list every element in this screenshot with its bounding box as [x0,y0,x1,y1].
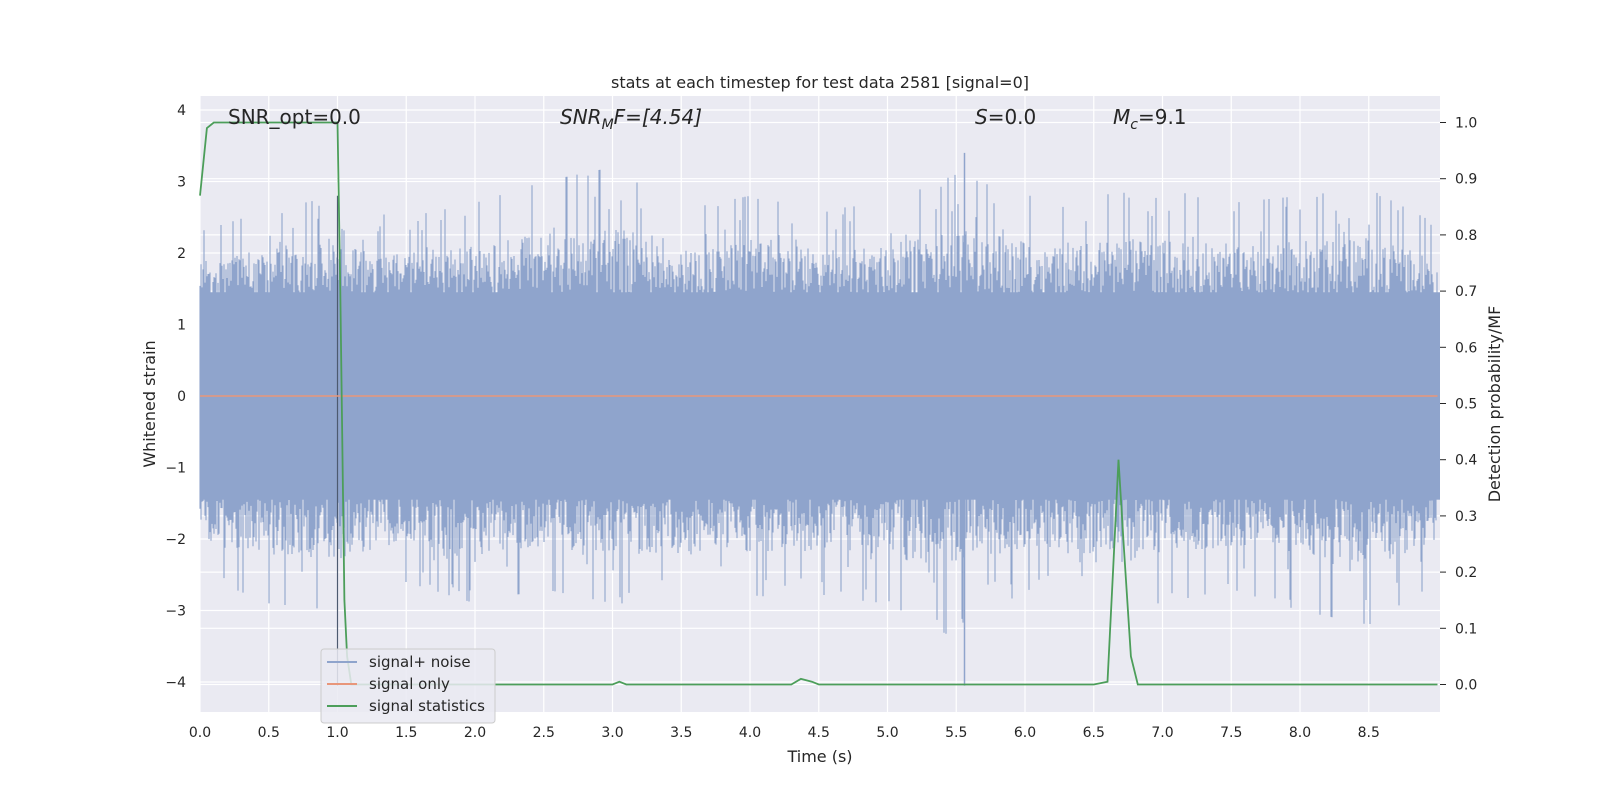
y-tick-label: −2 [165,532,186,548]
y2-tick-label: 0.1 [1455,621,1477,637]
x-tick-label: 1.0 [326,725,348,741]
y2-tick-label: 0.3 [1455,509,1477,525]
x-tick-label: 5.0 [876,725,898,741]
x-tick-label: 4.0 [739,725,761,741]
legend-box [320,648,496,724]
y2-tick-label: 0.6 [1455,340,1477,356]
y2-tick-label: 0.0 [1455,678,1477,694]
y2-tick-labels: 1.0 0.9 0.8 0.7 0.6 0.5 0.4 0.3 0.2 0.1 0.0 [1440,116,1477,694]
x-tick-label: 8.0 [1289,725,1311,741]
x-axis-label: Time (s) [786,747,852,766]
y2-tick-label: 0.2 [1455,565,1477,581]
x-tick-label: 2.5 [533,725,555,741]
y-tick-label: 3 [177,175,186,191]
y-tick-label: −4 [165,675,186,691]
annotation-snr-opt: SNR_opt=0.0 [228,105,361,129]
x-tick-label: 0.0 [189,725,211,741]
x-tick-label: 6.5 [1083,725,1105,741]
signal-statistics-line [199,121,1438,686]
x-tick-label: 7.5 [1220,725,1242,741]
annotation-snr-mf: SNRMF=[4.54] [560,105,702,133]
legend-label-signal-statistics: signal statistics [369,697,485,715]
y2-tick-label: 0.7 [1455,284,1477,300]
y-tick-label: 0 [177,389,186,405]
x-tick-label: 8.5 [1358,725,1380,741]
annotation-mc: Mc=9.1 [1113,105,1187,133]
legend-label-signal-only: signal only [369,675,450,693]
annotation-s: S=0.0 [975,105,1036,129]
y2-tick-label: 1.0 [1455,116,1477,132]
y2-tick-label: 0.5 [1455,397,1477,413]
y-tick-label: −1 [165,461,186,477]
y2-tick-label: 0.8 [1455,228,1477,244]
y2-axis-label: Detection probability/MF [1485,306,1504,503]
x-tick-label: 7.0 [1151,725,1173,741]
y-tick-label: 1 [177,318,186,334]
y-tick-label: 2 [177,246,186,262]
y-axis-label: Whitened strain [140,340,159,467]
series-layer [199,121,1438,686]
x-tick-label: 1.5 [395,725,417,741]
y2-tick-label: 0.4 [1455,453,1477,469]
legend: signal+ noise signal only signal statist… [320,648,496,724]
x-tick-labels: 0.0 0.5 1.0 1.5 2.0 2.5 3.0 3.5 4.0 4.5 5.0 5.5 6.0 6… [189,725,1380,741]
legend-label-signal-noise: signal+ noise [369,653,471,671]
x-tick-label: 3.5 [670,725,692,741]
x-tick-label: 5.5 [945,725,967,741]
y-tick-label: 4 [177,103,186,119]
y-tick-labels: 4 3 2 1 0 −1 −2 −3 −4 [165,103,186,691]
x-tick-label: 6.0 [1014,725,1036,741]
x-tick-label: 0.5 [258,725,280,741]
chart-title: stats at each timestep for test data 258… [611,73,1029,92]
x-tick-label: 4.5 [808,725,830,741]
y2-tick-label: 0.9 [1455,172,1477,188]
y-tick-label: −3 [165,604,186,620]
x-tick-label: 2.0 [464,725,486,741]
x-tick-label: 3.0 [601,725,623,741]
